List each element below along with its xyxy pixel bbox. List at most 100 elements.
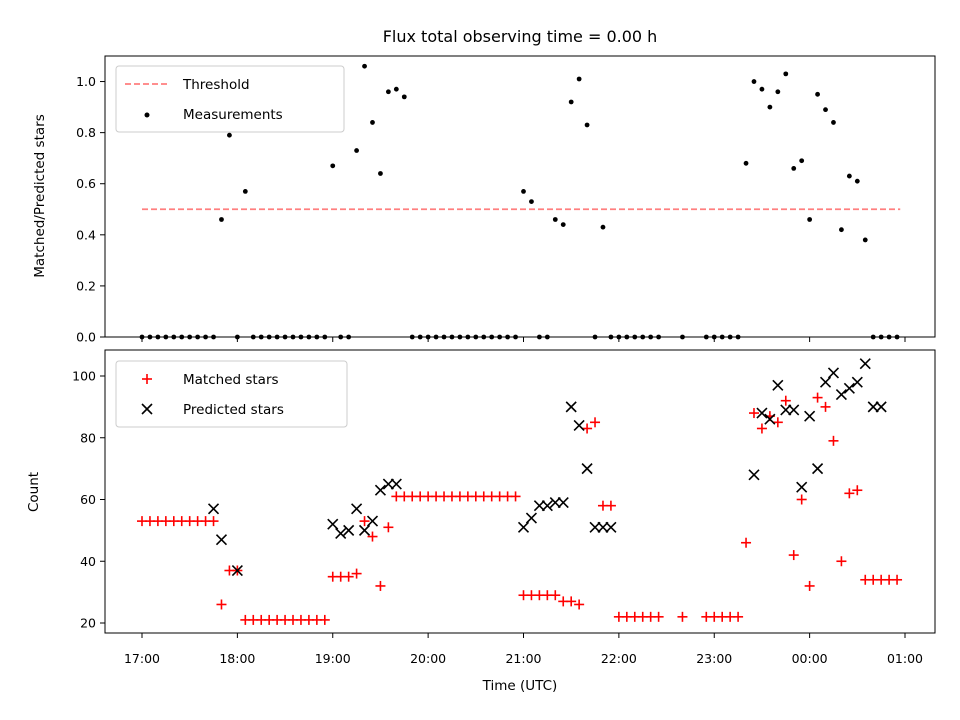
measurement-point <box>521 188 526 194</box>
matched-star-point <box>892 574 903 585</box>
predicted-star-point <box>589 521 601 533</box>
measurement-point <box>529 199 534 205</box>
count-x-axis-title: Time (UTC) <box>482 678 558 694</box>
predicted-star-point <box>366 515 379 527</box>
predicted-star-point <box>343 524 355 536</box>
predicted-star-point <box>335 527 347 540</box>
matched-star-point <box>788 550 799 561</box>
matched-star-point <box>375 580 386 591</box>
legend-measurements-swatch <box>144 112 150 118</box>
measurement-point <box>227 132 232 138</box>
legend-predicted-swatch <box>141 403 153 415</box>
predicted-star-point <box>756 407 768 419</box>
measurement-point <box>385 89 391 95</box>
ratio-x-axis <box>141 337 906 342</box>
measurement-point <box>854 178 860 184</box>
ratio-y-axis: 0.0 0.2 0.4 0.6 0.8 1.0 <box>76 74 105 345</box>
matched-star-point <box>812 392 823 403</box>
measurement-point <box>560 222 566 228</box>
measurement-point <box>362 63 367 69</box>
predicted-star-point <box>358 524 371 536</box>
matched-star-point <box>844 488 855 499</box>
matched-star-point <box>605 500 616 511</box>
matched-star-point <box>828 435 839 446</box>
matched-star-point <box>653 611 664 622</box>
measurement-point <box>393 86 399 92</box>
predicted-star-point <box>804 410 816 422</box>
matched-star-point <box>367 531 378 542</box>
measurement-point <box>219 217 224 222</box>
predicted-star-point <box>827 367 840 379</box>
matched-star-point <box>772 417 783 428</box>
measurement-point <box>242 188 248 194</box>
matched-star-point <box>351 568 362 579</box>
count-legend-box <box>115 360 348 428</box>
count-panel: 20 40 60 80 100 17:00 18:00 19:00 20:00 21:00 22:… <box>26 349 936 694</box>
predicted-star-point <box>875 401 887 413</box>
measurement-point <box>354 148 359 153</box>
measurement-point <box>576 76 582 82</box>
predicted-star-point <box>351 503 363 515</box>
measurement-point <box>846 173 852 179</box>
ratio-panel: 0.0 0.2 0.4 0.6 0.8 1.0 Matched/Predicted sta… <box>32 55 936 345</box>
measurement-point <box>862 237 868 243</box>
predicted-star-point <box>517 521 530 533</box>
matched-star-point <box>590 417 601 428</box>
predicted-star-point <box>772 379 784 391</box>
measurement-point <box>584 122 590 128</box>
measurement-point <box>743 160 749 166</box>
predicted-star-point <box>231 564 243 577</box>
measurement-point <box>799 158 805 164</box>
predicted-star-point <box>557 497 569 509</box>
predicted-star-point <box>812 463 824 475</box>
predicted-star-point <box>605 521 617 533</box>
y-tick-label: 0.6 <box>76 176 96 191</box>
predicted-star-point <box>533 500 545 512</box>
predicted-star-point <box>541 500 553 512</box>
figure-title: Flux total observing time = 0.00 h <box>383 27 658 46</box>
ratio-legend-box <box>115 65 345 133</box>
predicted-star-point <box>581 463 593 475</box>
matched-star-point <box>741 537 752 548</box>
y-tick-label: 100 <box>72 369 96 384</box>
y-tick-label: 40 <box>80 554 96 569</box>
predicted-star-point <box>597 521 609 533</box>
matched-star-point <box>836 556 847 567</box>
legend-matched-swatch <box>142 374 152 384</box>
matched-star-point <box>319 614 330 625</box>
x-tick-label: 23:00 <box>696 651 732 666</box>
predicted-star-point <box>207 503 220 515</box>
measurement-point <box>839 227 844 233</box>
matched-star-point <box>804 580 815 591</box>
measurement-point <box>370 120 375 125</box>
matched-star-point <box>677 611 688 622</box>
legend-threshold-label: Threshold <box>182 77 250 93</box>
measurement-point <box>791 166 797 171</box>
predicted-star-point <box>390 478 402 490</box>
matched-star-point <box>796 494 807 505</box>
x-tick-label: 01:00 <box>887 651 923 666</box>
matched-star-point <box>343 571 354 582</box>
matched-star-point <box>582 423 593 434</box>
y-tick-label: 60 <box>80 492 96 507</box>
ratio-axes-frame <box>104 55 936 338</box>
matched-star-point <box>359 516 370 527</box>
measurement-point <box>767 104 773 110</box>
measurement-point <box>823 107 828 113</box>
legend-matched-label: Matched stars <box>183 372 279 388</box>
x-tick-label: 19:00 <box>315 651 351 666</box>
count-plot-area <box>137 358 903 625</box>
predicted-star-point <box>819 376 832 388</box>
count-y-axis-title: Count <box>26 472 42 512</box>
count-axes-frame <box>104 349 936 634</box>
count-legend: Matched stars Predicted stars <box>115 360 348 428</box>
predicted-star-point <box>764 413 776 425</box>
measurement-point <box>807 217 813 222</box>
count-y-axis: 20 40 60 80 100 <box>72 369 105 631</box>
matched-star-point <box>383 522 394 533</box>
predicted-star-point <box>327 518 339 530</box>
measurement-point <box>831 120 836 125</box>
measurement-point <box>783 71 789 77</box>
predicted-star-point <box>525 512 538 524</box>
y-tick-label: 0.8 <box>76 125 96 140</box>
